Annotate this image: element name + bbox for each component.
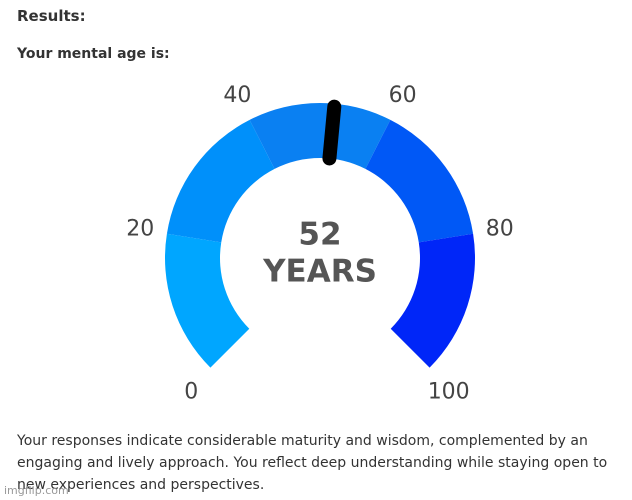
gauge-band [365, 119, 474, 243]
gauge-band [166, 119, 275, 243]
tick-label: 80 [486, 217, 514, 242]
tick-label: 20 [126, 217, 154, 242]
tick-label: 40 [223, 83, 251, 108]
results-heading: Results: [17, 7, 86, 25]
tick-label: 100 [428, 380, 470, 405]
tick-label: 0 [184, 380, 198, 405]
watermark: imgflip.com [4, 484, 69, 497]
gauge-band [390, 233, 476, 368]
gauge-value: 52 [298, 217, 341, 253]
gauge-band [165, 233, 250, 368]
tick-label: 60 [389, 83, 417, 108]
gauge-band [249, 103, 391, 169]
gauge-unit: YEARS [262, 254, 377, 290]
description: Your responses indicate considerable mat… [17, 433, 608, 493]
needle [322, 99, 342, 166]
subheading: Your mental age is: [17, 46, 170, 62]
